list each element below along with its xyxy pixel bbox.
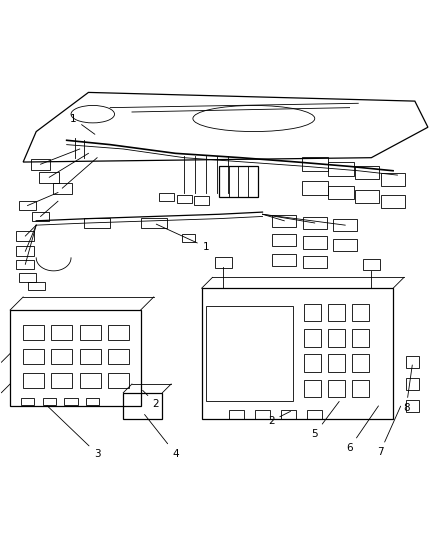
Bar — [159, 192, 174, 201]
Bar — [303, 217, 327, 229]
Bar — [328, 185, 354, 199]
Bar — [255, 410, 270, 419]
Bar — [28, 282, 45, 290]
Bar — [123, 393, 162, 419]
Bar — [304, 304, 321, 321]
Bar — [215, 257, 232, 268]
Text: 7: 7 — [377, 406, 401, 457]
Bar — [304, 354, 321, 372]
Bar — [16, 260, 35, 269]
Bar — [219, 166, 258, 197]
Bar — [16, 246, 35, 256]
Bar — [352, 354, 369, 372]
Bar — [328, 379, 345, 397]
Bar — [16, 231, 35, 241]
Bar — [108, 349, 129, 365]
Bar — [19, 201, 36, 211]
Text: 2: 2 — [143, 390, 159, 409]
Bar — [328, 161, 354, 175]
Bar — [43, 398, 56, 405]
Bar — [307, 410, 322, 419]
Bar — [328, 304, 345, 321]
Bar — [303, 256, 327, 268]
Bar — [304, 379, 321, 397]
Bar — [21, 398, 34, 405]
Text: 5: 5 — [311, 401, 339, 439]
Bar — [272, 235, 296, 246]
Bar — [355, 166, 379, 180]
Bar — [304, 329, 321, 346]
Text: 8: 8 — [403, 365, 412, 413]
Bar — [51, 325, 72, 341]
Text: 2: 2 — [268, 411, 290, 426]
Bar — [302, 157, 328, 171]
Bar — [355, 190, 379, 204]
Bar — [23, 373, 44, 389]
Text: 6: 6 — [346, 406, 378, 453]
Bar — [352, 329, 369, 346]
Bar — [406, 378, 419, 390]
Bar — [333, 239, 357, 251]
Bar — [302, 181, 328, 195]
Bar — [381, 195, 405, 208]
Bar — [328, 354, 345, 372]
Bar — [352, 379, 369, 397]
Text: 1: 1 — [70, 114, 95, 134]
Bar — [31, 159, 50, 169]
Bar — [363, 259, 380, 270]
Bar — [19, 273, 36, 282]
Bar — [53, 183, 72, 193]
Bar — [272, 215, 296, 227]
Bar — [80, 373, 101, 389]
Bar — [80, 325, 101, 341]
Bar — [10, 310, 141, 406]
Bar — [281, 410, 296, 419]
Bar — [64, 398, 78, 405]
Bar — [108, 373, 129, 389]
Bar — [177, 195, 192, 204]
Bar — [333, 219, 357, 231]
Bar — [51, 373, 72, 389]
Bar — [23, 325, 44, 341]
Bar — [303, 237, 327, 249]
Bar — [352, 304, 369, 321]
Bar — [229, 410, 244, 419]
Bar — [272, 254, 296, 266]
Bar — [182, 235, 195, 242]
Bar — [206, 305, 293, 401]
Bar — [23, 349, 44, 365]
Text: 4: 4 — [145, 415, 179, 458]
Bar — [141, 217, 167, 229]
Bar — [381, 173, 405, 186]
Bar — [108, 325, 129, 341]
Text: 1: 1 — [156, 224, 209, 252]
Bar — [406, 400, 419, 412]
Bar — [51, 349, 72, 365]
Bar — [406, 356, 419, 368]
Bar — [194, 196, 209, 205]
Text: 3: 3 — [47, 406, 100, 458]
Bar — [39, 172, 59, 183]
Bar — [80, 349, 101, 365]
Bar — [32, 212, 49, 221]
Bar — [328, 329, 345, 346]
Bar — [201, 288, 393, 419]
Bar — [86, 398, 99, 405]
Bar — [84, 217, 110, 229]
